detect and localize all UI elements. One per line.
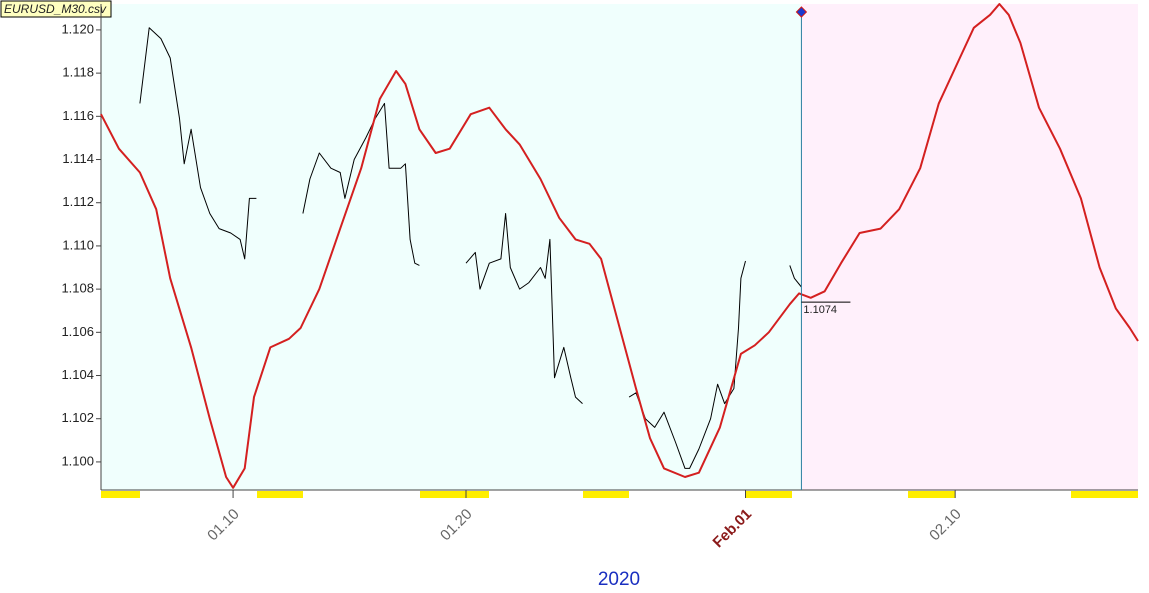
background <box>101 4 1138 490</box>
x-tick-label: 02.10 <box>926 506 965 545</box>
y-tick-label: 1.120 <box>61 21 94 36</box>
y-tick-label: 1.104 <box>61 367 94 382</box>
y-tick-label: 1.102 <box>61 410 94 425</box>
forecast-region <box>801 4 1138 490</box>
y-tick-label: 1.114 <box>62 151 94 166</box>
y-tick-label: 1.106 <box>61 324 94 339</box>
history-region <box>101 4 802 490</box>
session-bars <box>101 491 1138 498</box>
forecast-start-marker <box>795 6 808 18</box>
y-tick-label: 1.118 <box>62 65 94 80</box>
last-value-label: 1.1074 <box>803 304 837 316</box>
y-tick-label: 1.108 <box>61 281 94 296</box>
x-tick-label: 01.20 <box>437 506 476 545</box>
x-tick-label: 01.10 <box>204 506 243 545</box>
x-axis-label: 2020 <box>598 569 640 590</box>
y-tick-label: 1.112 <box>62 194 94 209</box>
x-tick-label: Feb.01 <box>710 506 756 552</box>
y-tick-label: 1.100 <box>61 453 94 468</box>
y-tick-label: 1.110 <box>62 237 94 252</box>
forecast-line <box>100 3 1139 489</box>
file-label-box <box>0 0 112 18</box>
y-tick-label: 1.116 <box>62 108 94 123</box>
price-line <box>139 27 802 469</box>
file-label: EURUSD_M30.csv <box>4 2 107 16</box>
